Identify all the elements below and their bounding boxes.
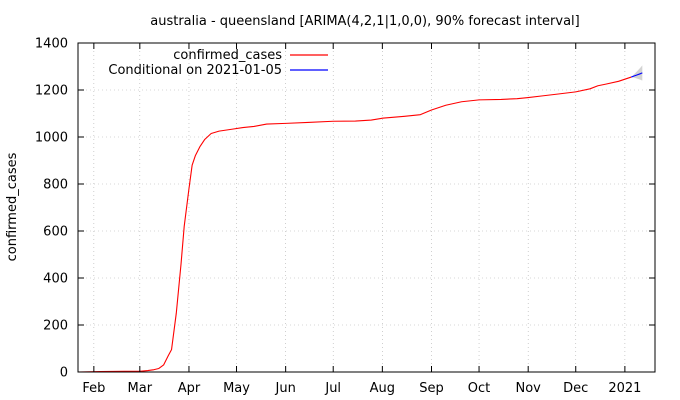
series-line-confirmed-cases (77, 76, 632, 373)
legend-label-conditional: Conditional on 2021-01-05 (108, 63, 282, 78)
y-tick-label: 200 (43, 319, 68, 334)
grid-lines (78, 43, 655, 372)
x-tick-label: Apr (178, 381, 201, 396)
x-tick-label: Jul (324, 381, 341, 396)
y-tick-labels: 0 200 400 600 800 1000 1200 1400 (35, 37, 68, 381)
x-tick-label: 2021 (608, 381, 641, 396)
x-tick-label: Sep (419, 381, 444, 396)
axis-ticks (78, 42, 655, 373)
plot-frame (77, 42, 656, 373)
chart-title: australia - queensland [ARIMA(4,2,1|1,0,… (150, 14, 579, 29)
x-tick-label: Jun (275, 381, 296, 396)
y-tick-label: 1400 (35, 37, 68, 52)
y-tick-label: 1000 (35, 131, 68, 146)
x-tick-label: Oct (468, 381, 490, 396)
y-tick-label: 400 (43, 272, 68, 287)
x-tick-label: Mar (128, 381, 153, 396)
x-tick-label: Aug (370, 381, 395, 396)
forecast-interval (631, 65, 643, 81)
y-tick-label: 1200 (35, 84, 68, 99)
series-lines (77, 72, 643, 373)
legend-label-confirmed-cases: confirmed_cases (173, 48, 282, 63)
y-tick-label: 0 (60, 366, 68, 381)
y-tick-label: 800 (43, 178, 68, 193)
x-tick-labels: Feb Mar Apr May Jun Jul Aug Sep Oct Nov Dec 2021 (82, 381, 641, 396)
x-tick-label: Feb (82, 381, 105, 396)
series-line-conditional-forecast (631, 72, 643, 78)
forecast-interval-band (631, 65, 643, 81)
y-axis-label: confirmed_cases (5, 152, 20, 261)
x-tick-label: Nov (515, 381, 541, 396)
y-tick-label: 600 (43, 225, 68, 240)
legend: confirmed_cases Conditional on 2021-01-0… (108, 48, 328, 78)
x-tick-label: Dec (563, 381, 588, 396)
x-tick-label: May (223, 381, 250, 396)
